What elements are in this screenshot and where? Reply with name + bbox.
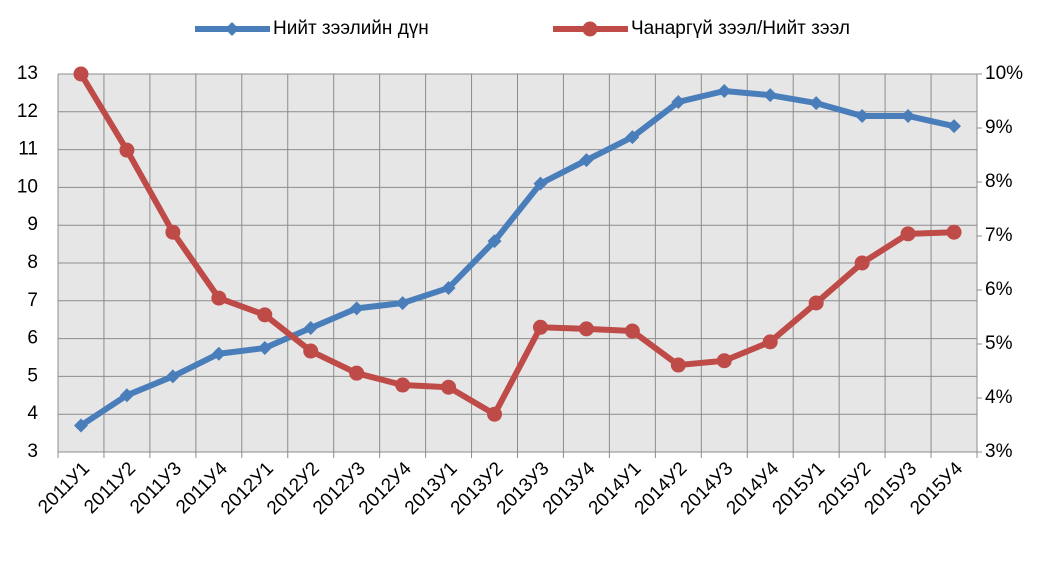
y-tick-label: 12 (17, 101, 38, 122)
y2-tick-label: 5% (985, 333, 1013, 354)
point (900, 226, 916, 242)
point (533, 176, 548, 191)
y-tick-label: 6 (27, 328, 38, 349)
y-tick-label: 13 (17, 63, 38, 84)
point (211, 346, 226, 361)
y-tick-label: 5 (27, 365, 38, 386)
point (441, 379, 457, 395)
legend-marker (225, 22, 239, 36)
point (165, 369, 180, 384)
y-tick-label: 4 (27, 403, 38, 424)
point (624, 323, 640, 339)
point (855, 108, 870, 123)
point (487, 234, 502, 249)
point (947, 119, 962, 134)
point (73, 66, 89, 82)
point (579, 153, 594, 168)
point (395, 296, 410, 311)
point (257, 307, 273, 323)
point (717, 84, 732, 99)
point (671, 94, 686, 109)
point (257, 341, 272, 356)
point (119, 388, 134, 403)
point (119, 142, 135, 158)
y2-tick-label: 4% (985, 387, 1013, 408)
point (946, 224, 962, 240)
point (763, 88, 778, 103)
point (73, 418, 88, 433)
legend-label: Нийт зээлийн дүн (273, 18, 429, 39)
point (901, 108, 916, 123)
y-tick-label: 8 (27, 252, 38, 273)
y2-tick-label: 9% (985, 117, 1013, 138)
series-line (78, 72, 955, 418)
legend-label: Чанаргүй зээл/Нийт зээл (631, 18, 850, 39)
y2-tick-label: 7% (985, 225, 1013, 246)
y-tick-label: 10 (17, 176, 38, 197)
point (211, 290, 227, 306)
point (487, 406, 503, 422)
point (395, 377, 411, 393)
point (625, 130, 640, 145)
point (809, 96, 824, 111)
y-tick-label: 3 (27, 441, 38, 462)
series-line (79, 88, 955, 429)
y2-tick-label: 10% (985, 63, 1023, 84)
point (808, 295, 824, 311)
point (670, 357, 686, 373)
point (532, 319, 548, 335)
legend-marker (582, 21, 598, 37)
point (303, 321, 318, 336)
y-tick-label: 7 (27, 290, 38, 311)
x-tick-label: 2015У4 (906, 458, 967, 519)
point (441, 280, 456, 295)
point (303, 343, 319, 359)
y-tick-label: 9 (27, 214, 38, 235)
point (578, 321, 594, 337)
point (165, 224, 181, 240)
point (762, 334, 778, 350)
y2-tick-label: 3% (985, 441, 1013, 462)
point (854, 255, 870, 271)
y2-tick-label: 8% (985, 171, 1013, 192)
y-tick-label: 11 (18, 139, 38, 160)
y2-tick-label: 6% (985, 279, 1013, 300)
point (716, 353, 732, 369)
point (349, 301, 364, 316)
point (349, 365, 365, 381)
